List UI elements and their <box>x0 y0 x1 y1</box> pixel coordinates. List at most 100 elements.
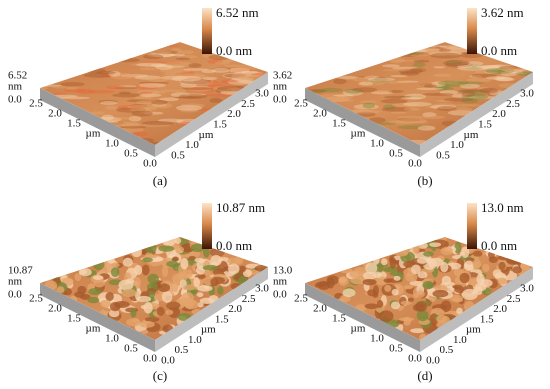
texture <box>452 297 463 303</box>
texture <box>440 246 453 256</box>
texture <box>461 288 478 301</box>
texture <box>158 118 184 123</box>
texture <box>203 247 210 258</box>
right-axis-label: 2.0 <box>228 303 242 315</box>
colorbar-min: 0.0 nm <box>216 43 252 58</box>
texture <box>207 83 223 88</box>
texture <box>155 64 174 70</box>
texture <box>161 237 176 247</box>
texture <box>124 74 137 78</box>
texture <box>397 117 421 122</box>
texture <box>473 250 483 257</box>
left-axis-label: 1.0 <box>370 333 384 345</box>
texture <box>434 86 455 91</box>
texture <box>478 65 510 70</box>
texture <box>376 299 384 308</box>
texture <box>163 72 177 76</box>
texture <box>90 111 106 115</box>
texture <box>204 269 212 279</box>
texture <box>210 255 222 266</box>
texture <box>426 282 434 289</box>
texture <box>134 95 152 102</box>
texture <box>417 83 443 88</box>
left-axis-label: 0.0 <box>143 353 157 365</box>
texture <box>141 329 149 334</box>
texture <box>228 263 240 275</box>
texture <box>152 103 167 107</box>
texture <box>122 257 133 267</box>
texture <box>222 72 251 79</box>
panel-label: (c) <box>153 368 167 383</box>
texture <box>121 288 137 297</box>
texture <box>459 89 489 94</box>
texture <box>99 101 118 105</box>
texture <box>193 277 200 288</box>
texture <box>432 289 449 298</box>
z-unit: nm <box>8 276 23 288</box>
texture <box>437 80 469 86</box>
texture <box>142 61 168 64</box>
texture <box>96 74 129 78</box>
texture <box>374 90 393 93</box>
texture <box>166 260 179 268</box>
texture <box>151 99 168 105</box>
texture <box>159 44 180 47</box>
texture <box>372 285 379 296</box>
texture <box>176 55 198 59</box>
texture <box>383 95 412 99</box>
right-axis-label: 1.0 <box>185 139 199 151</box>
texture <box>393 275 401 281</box>
texture <box>211 67 230 73</box>
texture <box>433 66 446 69</box>
texture <box>349 270 363 279</box>
texture <box>147 52 176 58</box>
texture <box>466 77 492 83</box>
texture <box>128 115 142 122</box>
texture <box>432 73 452 77</box>
texture <box>142 257 153 263</box>
left-axis-label: 2.0 <box>313 303 327 315</box>
texture <box>344 88 364 94</box>
left-axis-label: µm <box>86 323 101 335</box>
right-axis-label: 1.0 <box>450 139 464 151</box>
texture <box>506 256 521 265</box>
texture <box>111 121 140 127</box>
texture <box>353 104 379 110</box>
texture <box>399 71 420 76</box>
texture <box>229 86 246 89</box>
texture <box>110 74 134 80</box>
texture <box>116 107 146 113</box>
surface-side <box>155 72 268 157</box>
texture <box>367 77 396 82</box>
texture <box>174 96 202 99</box>
right-axis-label: 2.0 <box>227 108 241 120</box>
texture <box>100 299 112 308</box>
texture <box>108 72 131 78</box>
texture <box>403 107 420 111</box>
texture <box>87 90 115 94</box>
texture <box>410 328 426 334</box>
texture <box>461 246 470 258</box>
texture <box>171 75 202 82</box>
texture <box>117 85 137 88</box>
right-axis-label: 3.0 <box>255 88 269 100</box>
texture <box>139 92 153 95</box>
texture <box>165 309 174 315</box>
texture <box>223 64 253 68</box>
texture <box>388 89 405 93</box>
left-axis-label: 0.5 <box>124 148 138 160</box>
texture <box>126 104 158 110</box>
texture <box>441 84 472 87</box>
texture <box>126 99 153 103</box>
colorbar <box>202 8 212 54</box>
left-axis-label: 1.0 <box>105 138 119 150</box>
left-axis-label: 2.0 <box>313 108 327 120</box>
texture <box>142 123 171 127</box>
texture <box>138 82 166 88</box>
texture <box>384 284 392 292</box>
texture <box>172 256 179 262</box>
colorbar-min: 0.0 nm <box>481 43 517 58</box>
texture <box>40 86 49 90</box>
texture <box>364 80 380 85</box>
texture <box>143 302 153 314</box>
